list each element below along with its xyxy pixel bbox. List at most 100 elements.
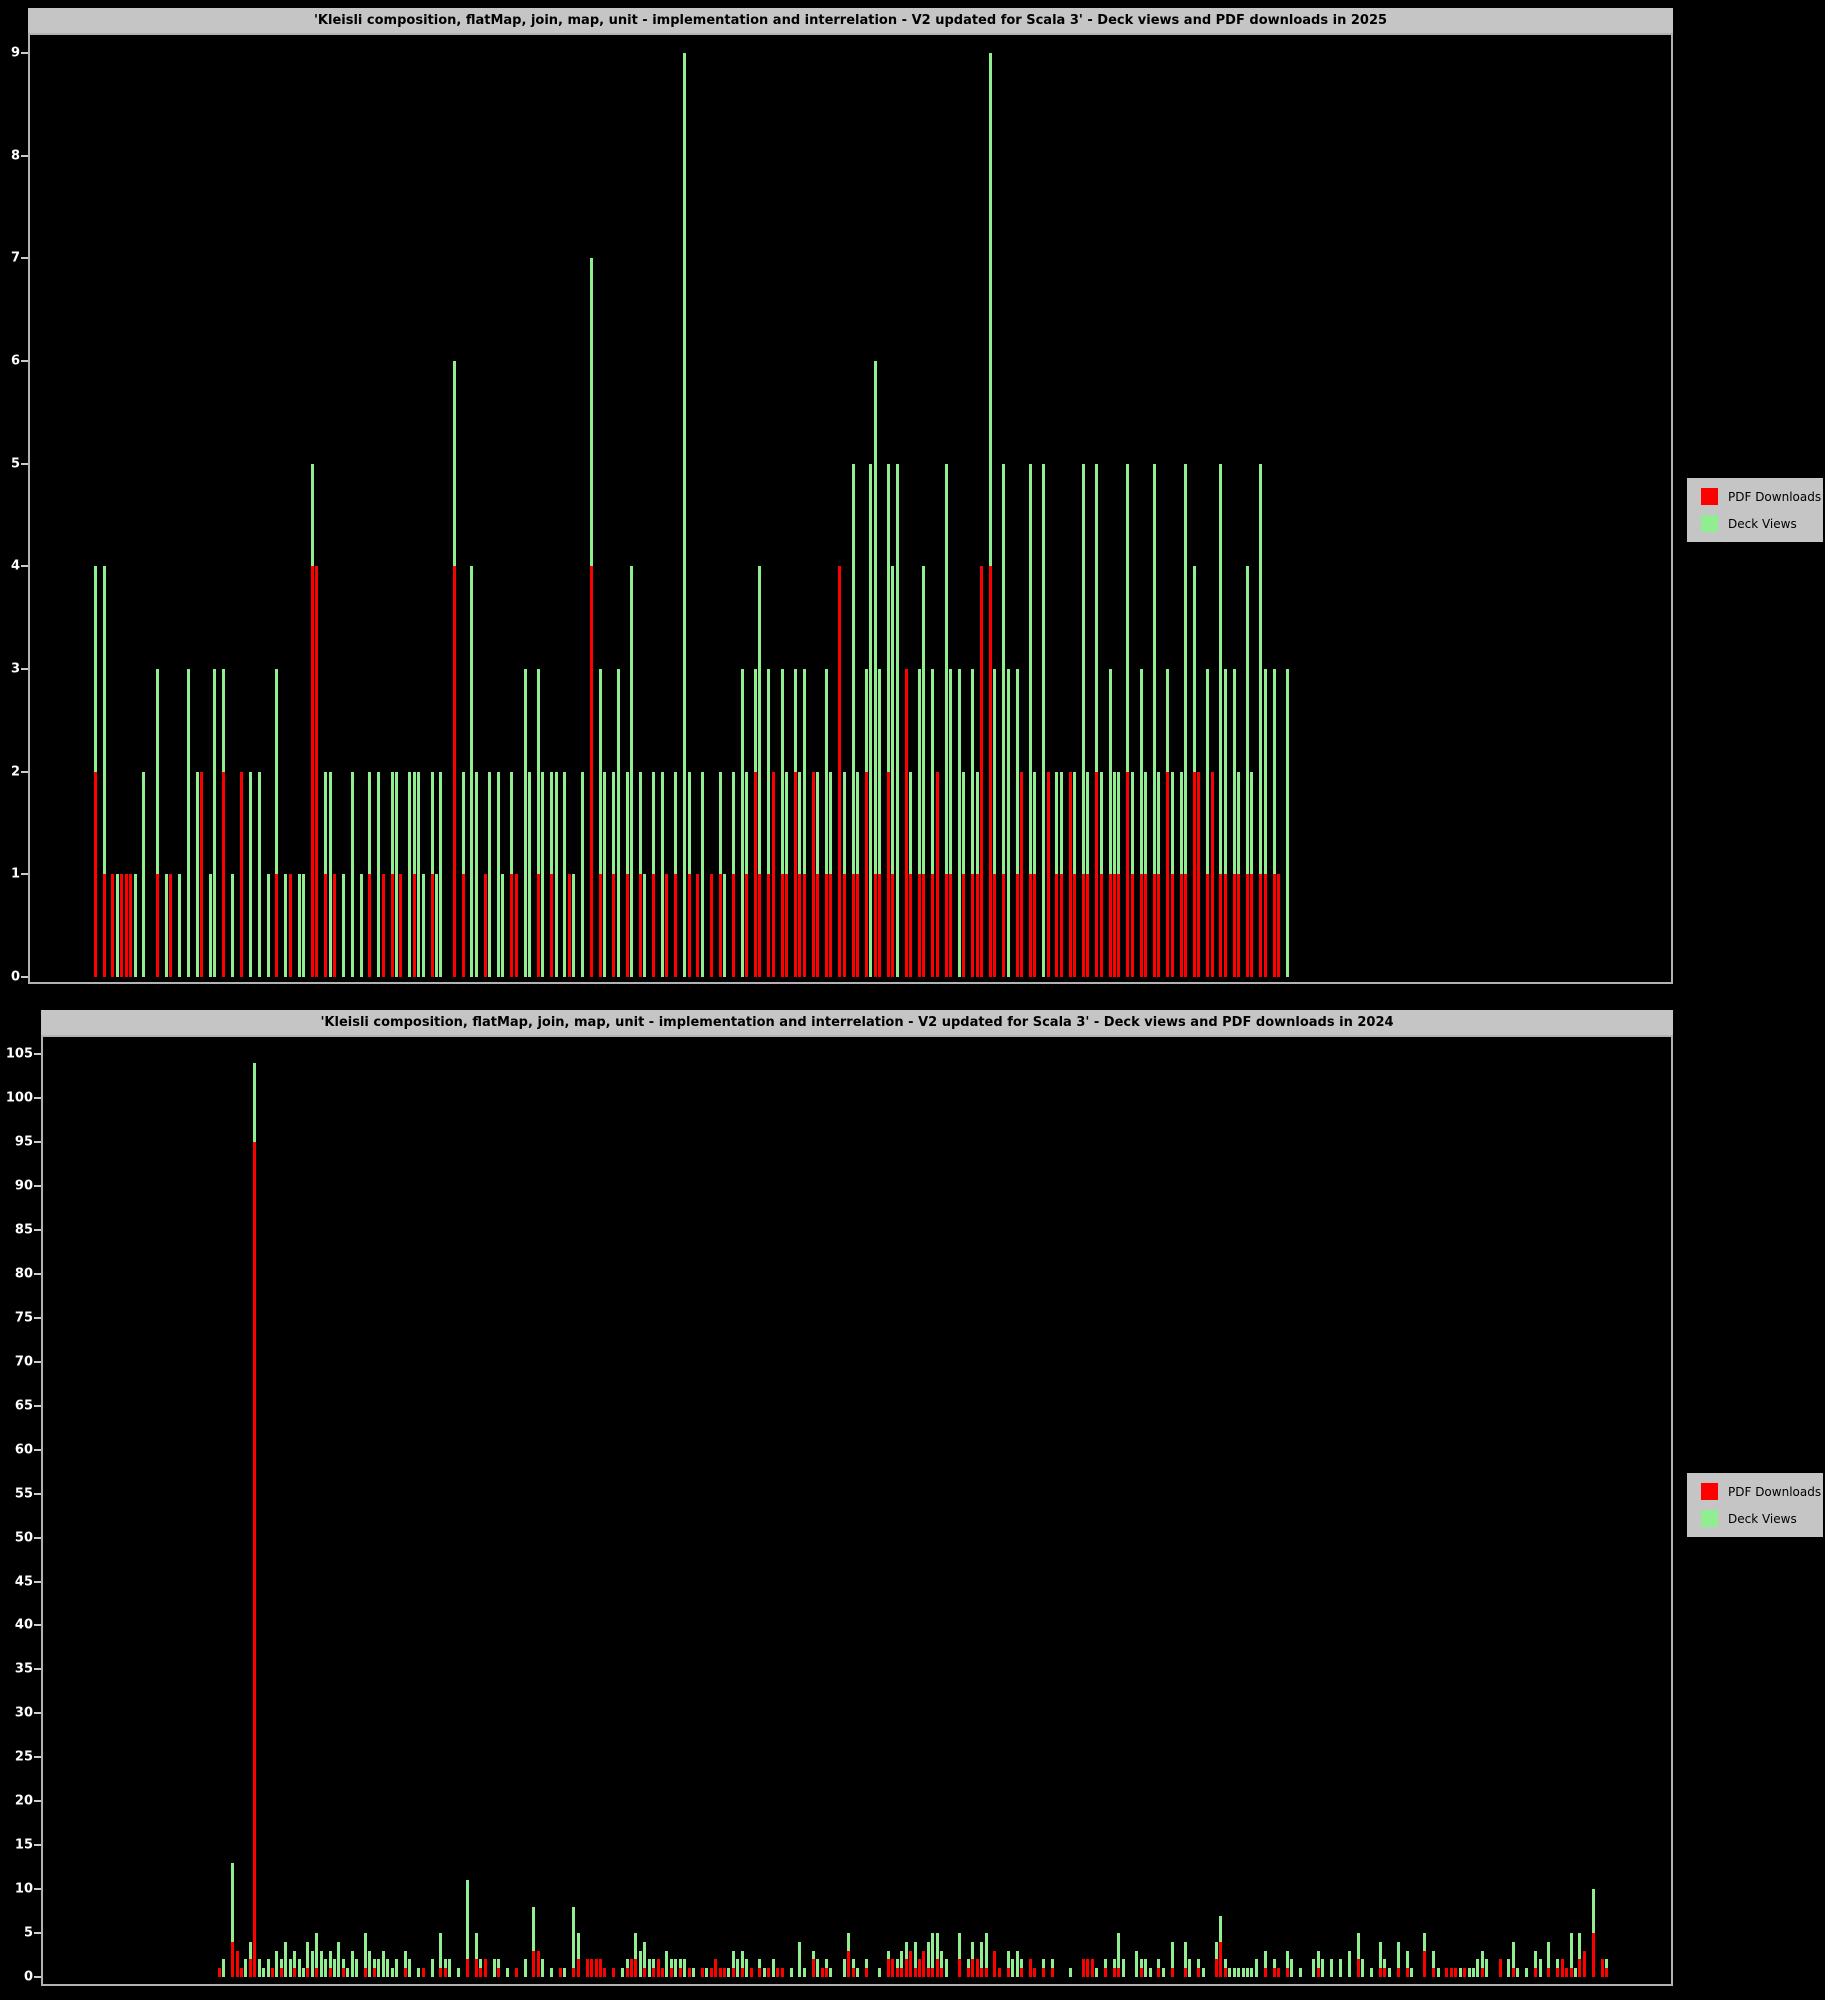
bar-deck-views: [492, 1959, 496, 1977]
bar-pdf-downloads: [169, 874, 173, 977]
bar-pdf-downloads: [731, 1968, 735, 1977]
bar-pdf-downloads: [798, 874, 802, 977]
bar-pdf-downloads: [1277, 1968, 1281, 1977]
legend-row-deck-views: Deck Views: [1701, 1510, 1823, 1527]
bar-pdf-downloads: [594, 1959, 598, 1977]
y-tick-label: 8: [10, 148, 20, 164]
bar-deck-views: [971, 669, 975, 977]
y-tick-mark: [21, 257, 28, 260]
bar-deck-views: [949, 669, 953, 977]
bar-deck-views: [306, 1941, 310, 1977]
bar-deck-views: [403, 1950, 407, 1977]
bar-deck-views: [288, 1959, 292, 1977]
bar-deck-views: [736, 1959, 740, 1977]
legend-row-pdf-downloads: PDF Downloads: [1701, 1483, 1823, 1500]
bar-deck-views: [377, 1959, 381, 1977]
bar-pdf-downloads: [660, 1968, 664, 1977]
bar-pdf-downloads: [1099, 874, 1103, 977]
bar-pdf-downloads: [1272, 874, 1276, 977]
y-tick-label: 5: [10, 456, 20, 472]
bar-pdf-downloads: [824, 1968, 828, 1977]
y-tick-label: 80: [14, 1266, 33, 1282]
bar-pdf-downloads: [887, 771, 891, 977]
bar-pdf-downloads: [838, 566, 842, 977]
bar-pdf-downloads: [288, 874, 292, 977]
bar-deck-views: [731, 1950, 735, 1977]
bar-pdf-downloads: [430, 874, 434, 977]
bar-pdf-downloads: [1604, 1968, 1608, 1977]
bar-pdf-downloads: [909, 874, 913, 977]
bar-deck-views: [1511, 1941, 1515, 1977]
y-tick-mark: [21, 360, 28, 362]
bar-pdf-downloads: [328, 1968, 332, 1977]
bar-deck-views: [984, 1933, 988, 1977]
bar-pdf-downloads: [1259, 874, 1263, 977]
bar-deck-views: [576, 1933, 580, 1977]
bar-pdf-downloads: [851, 1968, 855, 1977]
bar-deck-views: [417, 771, 421, 977]
bar-deck-views: [1578, 1933, 1582, 1977]
y-tick-label: 60: [14, 1442, 33, 1458]
y-tick-label: 75: [14, 1310, 33, 1326]
bar-pdf-downloads: [723, 1968, 727, 1977]
bar-deck-views: [824, 669, 828, 977]
bar-deck-views: [164, 874, 168, 977]
bar-deck-views: [257, 1959, 261, 1977]
bar-deck-views: [377, 771, 381, 977]
bar-pdf-downloads: [496, 1968, 500, 1977]
bar-deck-views: [634, 1933, 638, 1977]
bar-deck-views: [869, 463, 873, 977]
y-tick-mark: [21, 873, 28, 876]
y-tick-label: 65: [14, 1398, 33, 1414]
bar-pdf-downloads: [1033, 874, 1037, 977]
bar-deck-views: [1290, 1959, 1294, 1977]
bar-deck-views: [851, 463, 855, 977]
bar-deck-views: [647, 1959, 651, 1977]
bar-pdf-downloads: [111, 874, 115, 977]
y-tick-mark: [21, 976, 28, 978]
bar-deck-views: [926, 1941, 930, 1977]
bar-deck-views: [789, 1968, 793, 1977]
bar-deck-views: [439, 771, 443, 977]
bar-pdf-downloads: [780, 874, 784, 977]
bar-pdf-downloads: [559, 1968, 563, 1977]
bar-pdf-downloads: [1210, 771, 1214, 977]
bar-pdf-downloads: [1179, 874, 1183, 977]
bar-pdf-downloads: [1139, 874, 1143, 977]
bar-deck-views: [940, 1950, 944, 1977]
bar-pdf-downloads: [1246, 874, 1250, 977]
bar-pdf-downloads: [745, 874, 749, 977]
bar-deck-views: [1316, 1950, 1320, 1977]
bar-pdf-downloads: [1277, 874, 1281, 977]
bar-deck-views: [705, 1968, 709, 1977]
bar-pdf-downloads: [381, 874, 385, 977]
bar-deck-views: [1250, 1968, 1254, 1977]
bar-deck-views: [767, 669, 771, 977]
bar-pdf-downloads: [913, 1968, 917, 1977]
bar-pdf-downloads: [532, 1950, 536, 1977]
bar-pdf-downloads: [1423, 1950, 1427, 1977]
bar-deck-views: [421, 874, 425, 977]
bar-deck-views: [771, 1959, 775, 1977]
bar-deck-views: [301, 1968, 305, 1977]
bar-deck-views: [142, 771, 146, 977]
bar-deck-views: [390, 1968, 394, 1977]
chart-2025-legend: PDF Downloads Deck Views: [1687, 478, 1823, 542]
bar-pdf-downloads: [922, 874, 926, 977]
bar-pdf-downloads: [687, 1968, 691, 1977]
y-tick-mark: [34, 1668, 41, 1671]
bar-pdf-downloads: [1019, 771, 1023, 977]
bar-pdf-downloads: [1534, 1968, 1538, 1977]
bar-pdf-downloads: [439, 1968, 443, 1977]
bar-deck-views: [1525, 1968, 1529, 1977]
y-tick-label: 2: [10, 764, 20, 780]
y-tick-label: 100: [5, 1090, 33, 1106]
bar-deck-views: [660, 771, 664, 977]
y-tick-label: 1: [10, 866, 20, 882]
y-tick-label: 15: [14, 1837, 33, 1853]
bar-deck-views: [762, 1968, 766, 1977]
bar-pdf-downloads: [310, 566, 314, 977]
pdf-downloads-swatch-icon: [1701, 488, 1718, 505]
bar-pdf-downloads: [847, 1950, 851, 1977]
bar-pdf-downloads: [1454, 1968, 1458, 1977]
